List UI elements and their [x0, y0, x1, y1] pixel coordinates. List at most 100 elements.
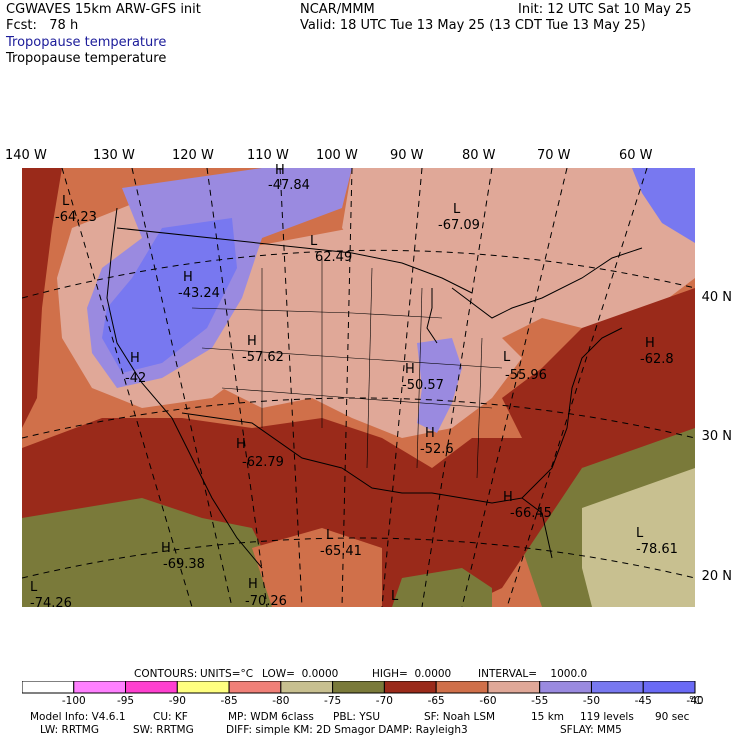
colorbar-tick-label: -45 — [634, 695, 652, 707]
extremum-value: -55.96 — [505, 368, 547, 383]
map-canvas — [22, 168, 695, 607]
extremum-marker: L — [30, 580, 38, 595]
colorbar-tick-label: -75 — [324, 695, 342, 707]
field-name-secondary: Tropopause temperature — [6, 51, 167, 66]
lon-label: 80 W — [462, 148, 496, 163]
contours-units: UNITS=°C — [200, 668, 254, 680]
extremum-marker: H — [183, 270, 193, 285]
surface-scheme: SF: Noah LSM — [424, 711, 496, 723]
extremum-marker: L — [636, 526, 644, 541]
lon-label: 60 W — [619, 148, 653, 163]
colorbar-tick-label: -60 — [479, 695, 497, 707]
shortwave-scheme: SW: RRTMG — [133, 724, 194, 736]
colorbar-swatch — [125, 681, 178, 694]
colorbar-tick-label: -65 — [427, 695, 445, 707]
colorbar-tick-label: -70 — [375, 695, 393, 707]
extremum-value: -69.38 — [163, 557, 205, 572]
contours-low: LOW= 0.0000 — [262, 668, 339, 680]
extremum-value: 62.49 — [315, 250, 353, 265]
colorbar-tick-label: -90 — [168, 695, 186, 707]
extremum-value: -47.84 — [268, 178, 310, 193]
timestep: 90 sec — [655, 711, 690, 723]
colorbar-tick-label: -40 — [686, 695, 704, 707]
lon-label: 140 W — [5, 148, 47, 163]
extremum-value: -50.57 — [402, 378, 444, 393]
extremum-marker: L — [453, 202, 461, 217]
pbl-scheme: PBL: YSU — [333, 711, 381, 723]
colorbar-swatch — [590, 681, 644, 694]
extremum-marker: H — [503, 490, 513, 505]
surface-layer-scheme: SFLAY: MM5 — [560, 724, 622, 736]
lon-label: 100 W — [316, 148, 358, 163]
colorbar-tick-label: -80 — [272, 695, 290, 707]
lat-label: 20 N — [701, 569, 732, 584]
microphysics-scheme: MP: WDM 6class — [228, 711, 314, 723]
extremum-marker: L — [62, 194, 70, 209]
colorbar-tick-label: -85 — [220, 695, 238, 707]
colorbar-swatch — [280, 681, 334, 694]
lon-label: 90 W — [390, 148, 424, 163]
forecast-hour: Fcst: 78 h — [6, 18, 79, 33]
extremum-marker: H — [275, 163, 285, 178]
extremum-marker: H — [405, 362, 415, 377]
extremum-value: -52.6 — [420, 442, 454, 457]
lon-label: 70 W — [537, 148, 571, 163]
longwave-scheme: LW: RRTMG — [40, 724, 99, 736]
extremum-marker: H — [130, 351, 140, 366]
extremum-value: -43.24 — [178, 286, 220, 301]
extremum-value: -66.45 — [510, 506, 552, 521]
colorbar-swatch — [332, 681, 385, 694]
organization: NCAR/MMM — [300, 2, 375, 17]
field-name-primary: Tropopause temperature — [6, 35, 167, 50]
extremum-value: -57.62 — [242, 350, 284, 365]
colorbar-swatch — [539, 681, 592, 694]
extremum-marker: H — [425, 426, 435, 441]
extremum-marker: H — [645, 336, 655, 351]
colorbar-tick-label: -50 — [582, 695, 601, 707]
extremum-value: -64.23 — [55, 210, 97, 225]
colorbar-unit: °C — [688, 695, 702, 707]
contours-label: CONTOURS: — [134, 668, 198, 680]
extremum-marker: L — [326, 528, 334, 543]
lat-label: 30 N — [701, 429, 732, 444]
colorbar-swatch — [176, 681, 230, 694]
lon-label: 110 W — [247, 148, 289, 163]
colorbar-swatch — [73, 681, 127, 694]
lon-label: 130 W — [93, 148, 135, 163]
extremum-marker: H — [236, 437, 246, 452]
extremum-value: -67.09 — [438, 218, 480, 233]
extremum-value: -62.79 — [242, 455, 284, 470]
extremum-value: -74.26 — [30, 596, 72, 611]
cumulus-scheme: CU: KF — [153, 711, 188, 723]
extremum-marker: H — [248, 577, 258, 592]
colorbar-swatch — [228, 681, 282, 694]
model-info: Model Info: V4.6.1 — [30, 711, 126, 723]
lon-label: 120 W — [172, 148, 214, 163]
colorbar-swatch — [383, 681, 437, 694]
lat-label: 40 N — [701, 290, 732, 305]
colorbar-swatch — [642, 681, 696, 694]
extremum-marker: H — [161, 541, 171, 556]
extremum-value: -62.8 — [640, 352, 674, 367]
colorbar-tick-label: -55 — [531, 695, 549, 707]
colorbar-swatch — [435, 681, 489, 694]
extremum-value: -70.26 — [245, 594, 287, 609]
extremum-marker: L — [503, 350, 511, 365]
model-title: CGWAVES 15km ARW-GFS init — [6, 2, 201, 17]
contours-high: HIGH= 0.0000 — [372, 668, 452, 680]
colorbar-swatch — [22, 681, 75, 694]
contours-interval: INTERVAL= 1000.0 — [478, 668, 588, 680]
init-time: Init: 12 UTC Sat 10 May 25 — [518, 2, 692, 17]
colorbar-tick-label: -100 — [61, 695, 86, 707]
extremum-value: -78.61 — [636, 542, 678, 557]
colorbar — [22, 681, 696, 694]
resolution: 15 km — [531, 711, 565, 723]
extremum-value: -42 — [125, 371, 147, 386]
vertical-levels: 119 levels — [580, 711, 634, 723]
colorbar-tick-label: -95 — [116, 695, 135, 707]
colorbar-swatch — [487, 681, 541, 694]
valid-time: Valid: 18 UTC Tue 13 May 25 (13 CDT Tue … — [300, 18, 646, 33]
diffusion-damping: DIFF: simple KM: 2D Smagor DAMP: Rayleig… — [226, 724, 468, 736]
extremum-marker: L — [391, 589, 399, 604]
extremum-marker: L — [310, 234, 318, 249]
